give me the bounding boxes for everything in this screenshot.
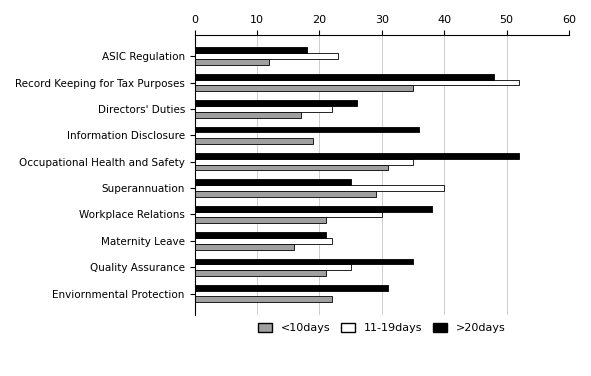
Bar	[194, 59, 269, 65]
Bar	[194, 47, 307, 53]
Bar	[194, 85, 413, 91]
Bar	[194, 179, 350, 185]
Bar	[194, 127, 419, 132]
Bar	[194, 285, 388, 291]
Bar	[194, 270, 326, 276]
Bar	[194, 206, 431, 212]
Bar	[194, 112, 301, 118]
Bar	[194, 232, 326, 238]
Bar	[194, 259, 413, 264]
Bar	[194, 80, 519, 85]
Bar	[194, 297, 332, 302]
Bar	[194, 217, 326, 223]
Bar	[194, 106, 332, 112]
Bar	[194, 244, 294, 250]
Bar	[194, 212, 382, 217]
Bar	[194, 264, 350, 270]
Bar	[194, 153, 519, 159]
Bar	[194, 53, 338, 59]
Bar	[194, 185, 444, 191]
Bar	[194, 138, 313, 144]
Bar	[194, 100, 357, 106]
Bar	[194, 74, 494, 80]
Bar	[194, 238, 332, 244]
Bar	[194, 165, 388, 170]
Legend: <10days, 11-19days, >20days: <10days, 11-19days, >20days	[254, 318, 509, 338]
Bar	[194, 191, 375, 197]
Bar	[194, 159, 413, 165]
